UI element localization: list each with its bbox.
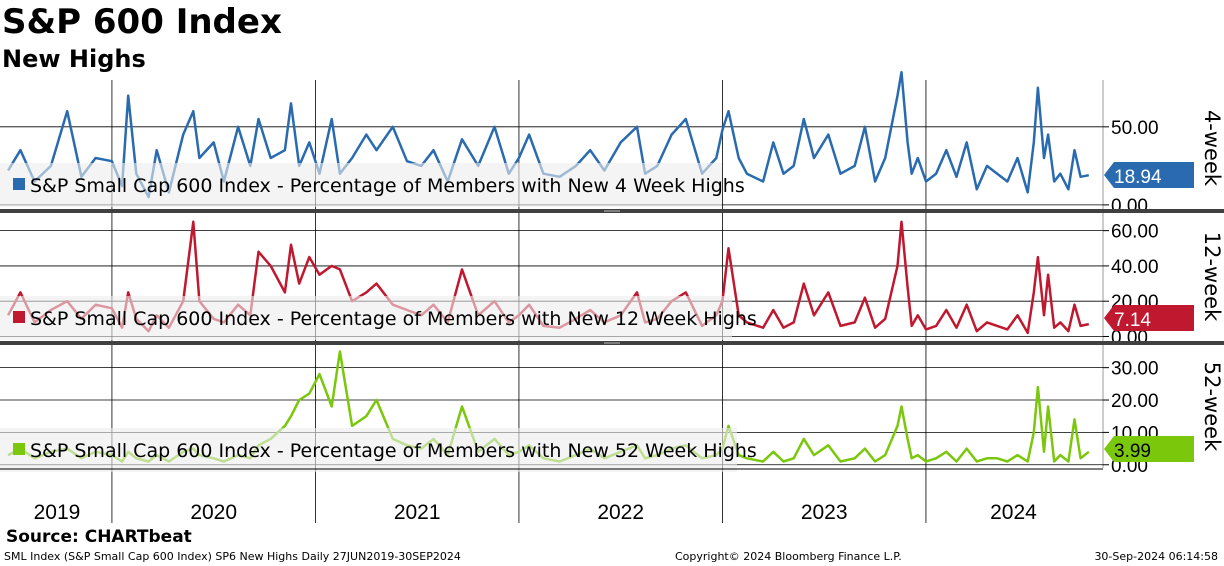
panel2-legend-text: S&P Small Cap 600 Index - Percentage of …: [30, 440, 757, 462]
panel1-last-value-tag: [1104, 305, 1194, 331]
panel2-label: 52-week: [1200, 362, 1224, 452]
panel1-legend-swatch: [13, 311, 25, 323]
panel1-legend-box: [0, 296, 732, 340]
footer-timestamp: 30-Sep-2024 06:14:58: [1094, 550, 1218, 563]
panel0-legend-text: S&P Small Cap 600 Index - Percentage of …: [30, 175, 745, 197]
panel2-last-value: 3.99: [1114, 441, 1151, 462]
footer-left: SML Index (S&P Small Cap 600 Index) SP6 …: [4, 550, 461, 563]
chart-title: S&P 600 Index: [2, 2, 282, 42]
x-tick-label-2021: 2021: [394, 501, 441, 524]
panel0-label: 4-week: [1200, 110, 1224, 187]
panel1-label: 12-week: [1200, 232, 1224, 322]
panel0-series-line: [7, 70, 1090, 199]
footer-copyright: Copyright© 2024 Bloomberg Finance L.P.: [675, 550, 902, 563]
x-tick-label-2019: 2019: [34, 501, 81, 524]
panel2-legend-swatch: [13, 443, 25, 455]
chart-subtitle: New Highs: [2, 45, 146, 73]
panel1-legend-text: S&P Small Cap 600 Index - Percentage of …: [30, 308, 757, 330]
panel1-last-value: 7.14: [1114, 310, 1151, 331]
panel0-legend-box: [0, 163, 722, 207]
x-tick-label-2023: 2023: [801, 501, 848, 524]
x-tick-label-2020: 2020: [190, 501, 237, 524]
panel2-legend-box: [0, 428, 737, 472]
panel0-ytick-label-0: 0.00: [1111, 196, 1148, 217]
source-note: Source: CHARTbeat: [6, 527, 192, 547]
x-tick-label-2022: 2022: [597, 501, 644, 524]
panel2-ytick-label-2: 20.00: [1111, 391, 1159, 412]
panel1-ytick-label-2: 40.00: [1111, 257, 1159, 278]
panel0-last-value-tag: [1104, 162, 1194, 188]
panel0-legend-swatch: [13, 178, 25, 190]
panel0-ytick-label-1: 50.00: [1111, 118, 1159, 139]
panel0-last-value: 18.94: [1114, 167, 1162, 188]
panel2-ytick-label-3: 30.00: [1111, 359, 1159, 380]
panel2-last-value-tag: [1104, 436, 1194, 462]
panel1-ytick-label-3: 60.00: [1111, 222, 1159, 243]
x-tick-label-2024: 2024: [990, 501, 1037, 524]
